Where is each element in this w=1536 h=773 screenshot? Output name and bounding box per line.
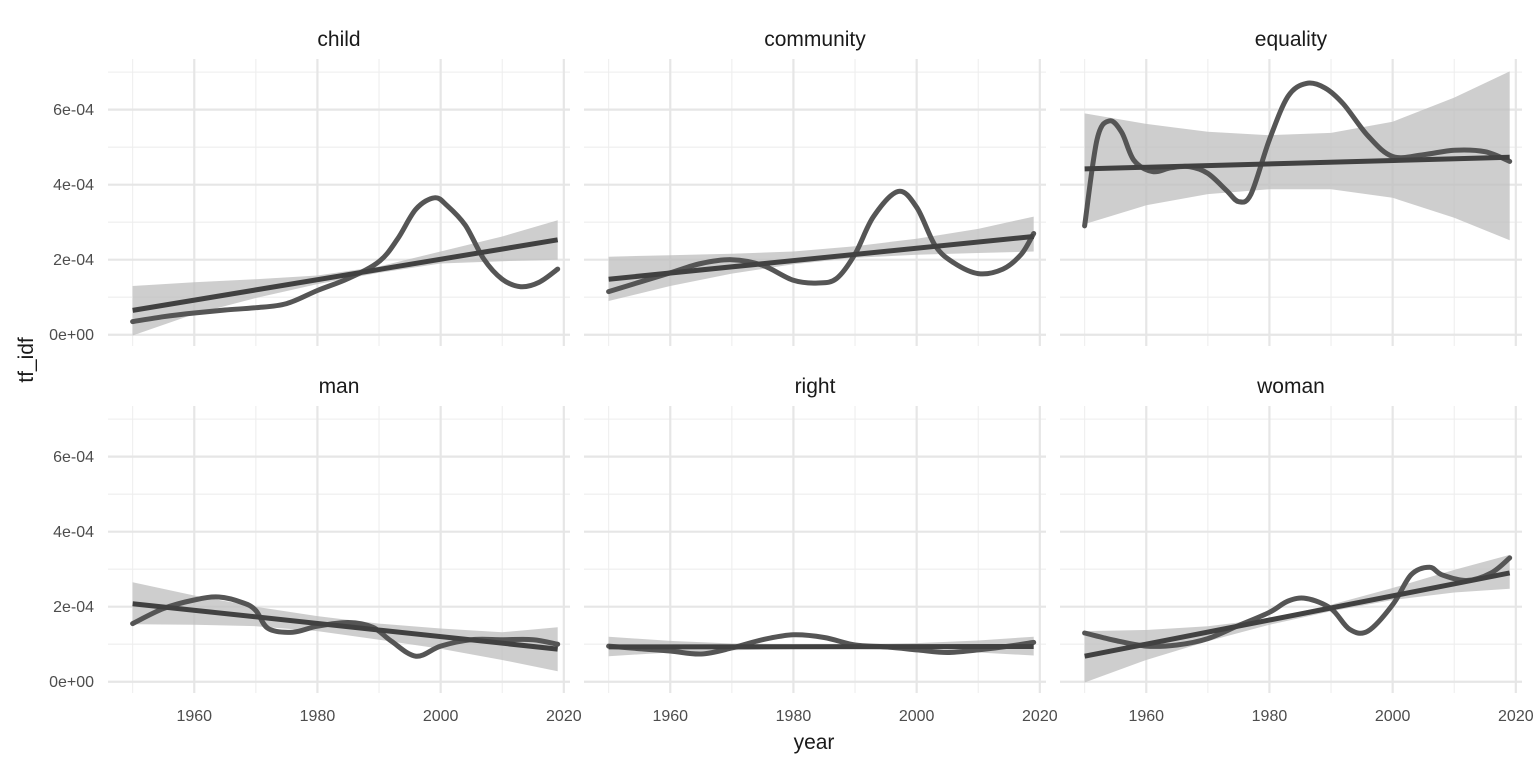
- facet-title-right: right: [795, 375, 836, 398]
- x-tick-label: 2000: [1375, 708, 1411, 725]
- x-tick-label: 1960: [1128, 708, 1164, 725]
- y-tick-label: 4e-04: [53, 524, 94, 541]
- x-tick-label: 2020: [1498, 708, 1534, 725]
- y-tick-label: 6e-04: [53, 449, 94, 466]
- facet-panel-community: community: [584, 28, 1046, 346]
- y-tick-label: 2e-04: [53, 252, 94, 269]
- x-axis-title: year: [794, 731, 835, 754]
- facet-panel-equality: equality: [1060, 28, 1522, 346]
- facet-panel-man: man 0e+00 2e-04 4e-04 6e-04 1960 1980 2000 2020: [49, 375, 582, 725]
- x-tick-label: 2000: [899, 708, 935, 725]
- facet-title-community: community: [764, 28, 866, 51]
- confidence-band-equality: [1085, 71, 1510, 240]
- x-tick-label: 1980: [300, 708, 336, 725]
- x-tick-label: 1980: [776, 708, 812, 725]
- y-axis-title: tf_idf: [15, 337, 38, 383]
- facet-panel-right: right 1960 1980 2000 2020: [584, 375, 1058, 725]
- facet-title-woman: woman: [1256, 375, 1325, 398]
- facet-panel-child: child 0e+00 2e-04 4e-04 6e-04: [49, 28, 570, 346]
- y-tick-label: 0e+00: [49, 327, 94, 344]
- facet-title-equality: equality: [1255, 28, 1328, 51]
- panels-layer: child 0e+00 2e-04 4e-04 6e-04 community equali…: [49, 28, 1534, 725]
- x-tick-label: 2020: [546, 708, 582, 725]
- x-tick-label: 1960: [176, 708, 212, 725]
- facet-panel-woman: woman 1960 1980 2000 2020: [1060, 375, 1534, 725]
- y-tick-label: 4e-04: [53, 177, 94, 194]
- x-tick-label: 2020: [1022, 708, 1058, 725]
- y-tick-label: 0e+00: [49, 674, 94, 691]
- facet-title-child: child: [317, 28, 360, 51]
- facet-title-man: man: [319, 375, 360, 398]
- x-tick-label: 2000: [423, 708, 459, 725]
- x-tick-label: 1980: [1252, 708, 1288, 725]
- y-tick-label: 6e-04: [53, 102, 94, 119]
- y-tick-label: 2e-04: [53, 599, 94, 616]
- x-tick-label: 1960: [652, 708, 688, 725]
- trend-line-man: [133, 604, 558, 649]
